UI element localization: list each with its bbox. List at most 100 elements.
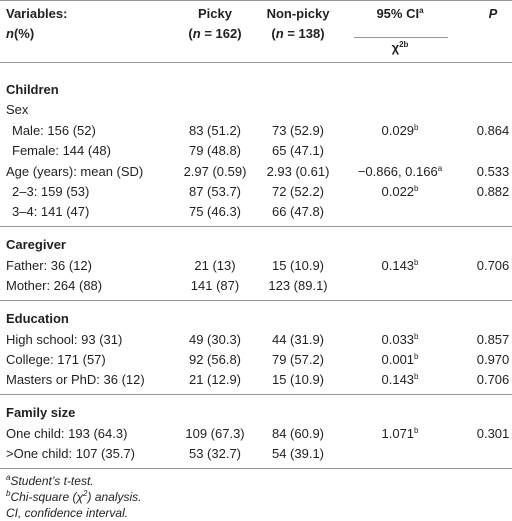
cell: −0.866, 0.166a [358, 164, 442, 180]
text-segment: Non-picky [266, 6, 330, 21]
text-segment: (%) [13, 26, 35, 41]
cell: 92 (56.8) [188, 352, 242, 367]
header-ci: 95% CIa [376, 6, 423, 22]
cell: 1.071b [382, 426, 419, 442]
cell: 123 (89.1) [268, 278, 328, 294]
cell: 79 (48.8) [188, 143, 242, 159]
cell: 0.143b [382, 372, 419, 388]
text-segment: χ [76, 490, 84, 505]
cell: 0.022b [382, 184, 419, 200]
cell: 0.301 [476, 425, 510, 441]
text-segment: = 162) [200, 26, 242, 41]
cell: 72 (52.2) [271, 184, 325, 199]
cell: 79 (57.2) [271, 352, 325, 367]
cell: 0.143b [382, 258, 419, 274]
text-segment: 2b [399, 40, 409, 49]
header-p: P [488, 6, 498, 21]
text-segment: 0.143 [381, 257, 415, 273]
section-title: Family size [6, 405, 76, 421]
cell: 73 (52.9) [271, 122, 325, 138]
cell: 141 (87) [190, 278, 240, 294]
text-segment: n [6, 26, 14, 41]
header-nonpicky: Non-picky [267, 6, 330, 22]
row-label: >One child: 107 (35.7) [6, 446, 135, 462]
row-label: Age (years): mean (SD) [6, 163, 144, 179]
text-segment: 0.022 [381, 184, 415, 199]
text-segment: a [419, 6, 424, 15]
text-segment: b [414, 372, 419, 382]
cell: 54 (39.1) [271, 446, 325, 462]
section-title: Education [6, 311, 69, 327]
text-segment: a [6, 473, 11, 483]
text-segment: b [414, 122, 419, 132]
header-variables-unit: n(%) [6, 26, 34, 42]
cell: 83 (51.2) [188, 122, 242, 138]
cell: 87 (53.7) [188, 184, 242, 199]
section-title: Caregiver [6, 237, 66, 253]
row-label: College: 171 (57) [6, 352, 106, 367]
header-nonpicky-n: (n = 138) [271, 26, 324, 42]
row-label: Father: 36 (12) [6, 257, 92, 273]
text-segment: b [414, 425, 419, 435]
cell: 0.533 [476, 163, 510, 179]
text-segment: a [437, 163, 443, 173]
text-segment: −0.866, 0.166 [357, 163, 438, 179]
rule [0, 226, 512, 228]
cell: 0.882 [476, 184, 510, 199]
row-label: High school: 93 (31) [6, 331, 123, 347]
row-label: Female: 144 (48) [12, 143, 111, 159]
section-title: Children [6, 82, 59, 97]
text-segment: b [6, 489, 11, 499]
rule [0, 0, 512, 1]
cell: 0.033b [382, 332, 419, 348]
cell: 44 (31.9) [271, 331, 325, 347]
cell: 0.864 [476, 122, 510, 138]
text-segment: 0.143 [381, 372, 415, 388]
text-segment: Chi-square ( [10, 490, 77, 505]
text-segment: b [414, 257, 419, 267]
text-segment: b [414, 184, 419, 193]
text-segment: ( [188, 26, 193, 41]
footnote: CI, confidence interval. [6, 505, 128, 521]
row-label: 2–3: 159 (53) [12, 184, 90, 199]
header-variables: Variables: [6, 6, 67, 22]
cell: 0.706 [476, 257, 510, 273]
footnote: aStudent’s t-test. [6, 473, 94, 489]
cell: 0.857 [476, 331, 510, 347]
cell: 75 (46.3) [188, 204, 242, 220]
text-segment: Picky [198, 6, 232, 21]
cell: 65 (47.1) [271, 143, 325, 159]
cell: 15 (10.9) [271, 372, 325, 388]
footnote: bChi-square (χ2) analysis. [6, 489, 142, 505]
cell: 2.93 (0.61) [266, 163, 330, 179]
cell: 84 (60.9) [271, 425, 325, 441]
cell: 2.97 (0.59) [183, 163, 247, 179]
rule [0, 394, 512, 396]
row-label: One child: 193 (64.3) [6, 425, 128, 441]
cell: 66 (47.8) [271, 204, 325, 220]
row-label: Mother: 264 (88) [6, 278, 103, 294]
header-picky-n: (n = 162) [188, 26, 241, 42]
text-segment: 95% CI [376, 6, 420, 21]
cell: 0.970 [476, 352, 510, 367]
cell: 109 (67.3) [185, 425, 245, 441]
text-segment: Student’s t-test. [10, 474, 94, 489]
text-segment: 0.029 [381, 122, 415, 138]
header-picky: Picky [198, 6, 232, 22]
rule [0, 62, 512, 63]
row-label: 3–4: 141 (47) [12, 204, 90, 220]
text-segment: CI, confidence interval. [6, 506, 129, 521]
cell: 53 (32.7) [188, 446, 242, 462]
cell: 0.001b [382, 352, 419, 368]
text-segment: χ [391, 40, 400, 55]
header-chi: χ2b [392, 40, 409, 56]
cell: 21 (12.9) [188, 372, 242, 388]
cell: 21 (13) [194, 257, 236, 273]
row-label: Male: 156 (52) [12, 122, 96, 138]
text-segment: 1.071 [381, 425, 415, 441]
text-segment: ) analysis. [87, 490, 142, 505]
cell: 15 (10.9) [271, 257, 325, 273]
text-segment: b [414, 331, 419, 341]
text-segment: Variables: [6, 6, 68, 21]
